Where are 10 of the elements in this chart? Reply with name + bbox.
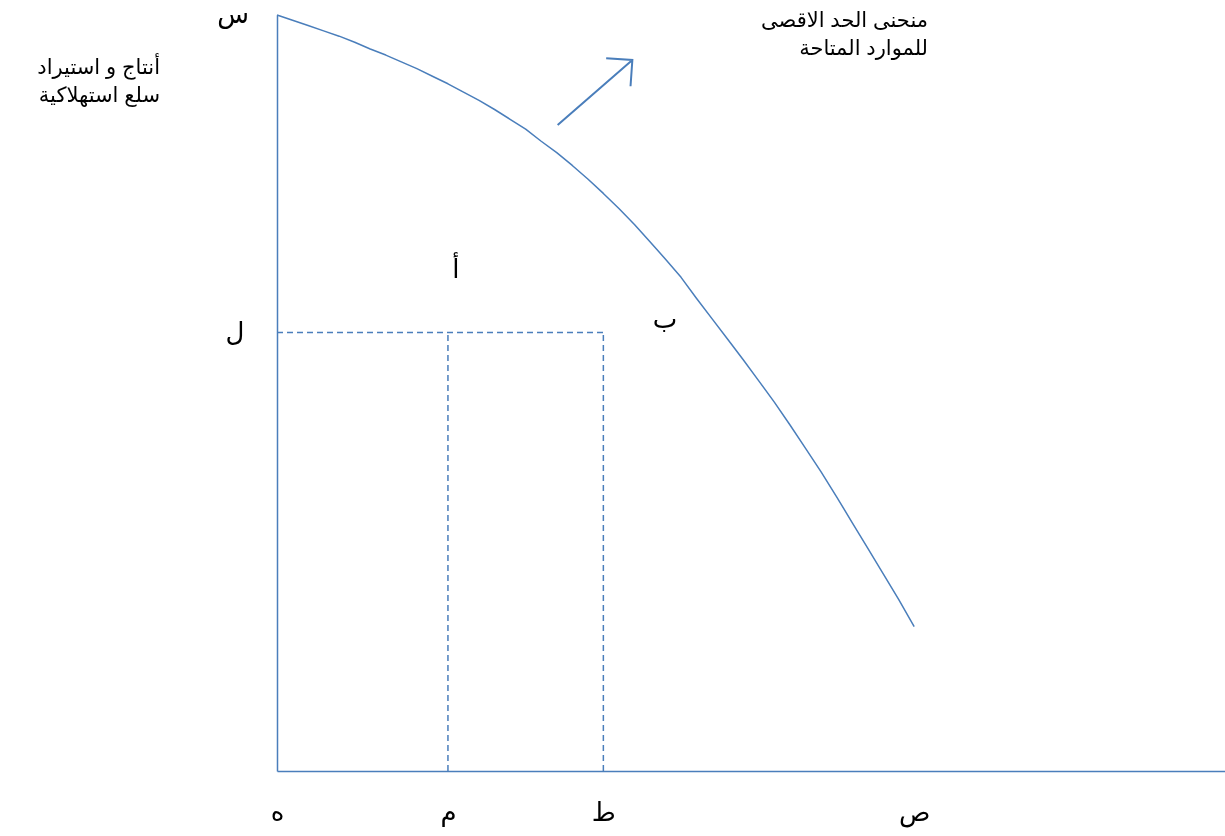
- x-tick-label: ه: [270, 796, 285, 827]
- annotation: ب: [652, 304, 678, 334]
- x-tick-label: م: [440, 796, 457, 827]
- annotation: منحنى الحد الاقصى للموارد المتاحة: [760, 8, 928, 60]
- annotation: ل: [225, 316, 245, 347]
- x-tick-label: ط: [591, 796, 616, 827]
- annotation: س: [217, 0, 249, 29]
- x-tick-label: ص: [898, 796, 931, 828]
- text: أنتاج و استيراد سلع استهلاكية: [37, 53, 160, 107]
- annotation: أ: [452, 250, 460, 284]
